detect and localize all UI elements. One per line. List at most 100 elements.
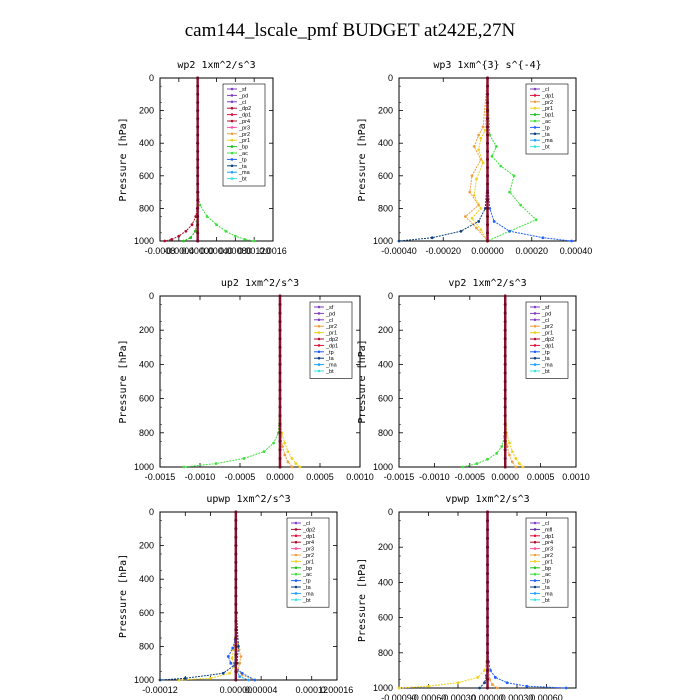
legend-marker	[230, 113, 234, 116]
legend-marker	[294, 553, 298, 557]
zero-profile-point	[196, 92, 200, 96]
x-tick-label: 0.00120	[238, 246, 271, 256]
data-point	[521, 465, 525, 469]
data-point	[488, 207, 492, 210]
zero-profile-point	[486, 545, 489, 549]
y-tick-label: 400	[378, 138, 393, 148]
legend-marker	[317, 363, 321, 366]
data-point	[205, 215, 209, 218]
legend-marker	[230, 138, 234, 142]
data-point	[495, 451, 499, 455]
zero-profile-point	[503, 380, 507, 383]
y-tick-label: 200	[139, 325, 154, 335]
zero-profile-point	[196, 149, 200, 153]
series-line	[398, 78, 488, 242]
legend-entry: _dp2	[541, 337, 554, 343]
x-tick-label: -0.00090	[381, 693, 417, 700]
zero-profile-point	[234, 518, 238, 522]
data-point	[486, 457, 489, 461]
legend-entry: _dp2	[325, 337, 338, 343]
data-point	[461, 465, 465, 469]
chart-panel-4: vp2 1xm^2/s^3 0 200 400 600 800 1000 Pressure […	[357, 278, 590, 482]
y-tick-label: 400	[139, 138, 154, 148]
legend-entry: _pd	[541, 311, 551, 317]
zero-profile-point	[486, 198, 489, 202]
zero-profile-point	[234, 535, 238, 539]
data-point	[158, 678, 162, 682]
data-point	[226, 655, 230, 658]
data-point	[475, 226, 478, 230]
legend-marker	[294, 540, 298, 544]
legend-marker	[230, 126, 234, 129]
data-point	[182, 239, 185, 243]
series-line	[159, 512, 239, 681]
y-tick-label: 200	[139, 541, 154, 551]
y-axis-label: Pressure [hPa]	[118, 554, 129, 638]
zero-profile-point	[503, 328, 507, 332]
zero-profile-point	[278, 431, 282, 435]
zero-profile-point	[486, 536, 489, 540]
zero-profile-point	[486, 125, 489, 129]
zero-profile-point	[486, 190, 489, 194]
legend-marker	[533, 363, 537, 366]
zero-profile-point	[234, 653, 238, 657]
legend-marker	[230, 170, 234, 174]
data-point	[489, 669, 492, 672]
legend-marker	[294, 528, 298, 531]
zero-profile-point	[486, 589, 489, 593]
y-tick-label: 600	[378, 613, 393, 623]
legend-marker	[533, 331, 537, 334]
data-point	[472, 145, 476, 148]
zero-profile-point	[503, 311, 507, 315]
data-point	[184, 229, 188, 233]
zero-profile-point	[486, 133, 489, 137]
legend-entry: _tp	[238, 157, 247, 163]
y-tick-label: 1000	[373, 236, 393, 246]
zero-profile-point	[234, 628, 238, 632]
zero-profile-point	[486, 633, 489, 637]
legend-entry: _ma	[238, 170, 251, 176]
legend-entry: _ma	[302, 591, 315, 597]
legend-entry: _tp	[325, 350, 334, 356]
zero-profile-point	[486, 519, 489, 523]
y-tick-label: 200	[378, 106, 393, 116]
zero-profile-point	[503, 431, 507, 435]
data-point	[427, 684, 430, 688]
legend-entry: _ma	[541, 363, 554, 369]
zero-profile-point	[486, 76, 489, 80]
y-tick-label: 1000	[134, 462, 154, 472]
legend-entry: _tp	[302, 579, 311, 585]
legend-entry: _dp1	[541, 343, 554, 349]
x-tick-label: 0.00030	[501, 693, 534, 700]
zero-profile-point	[196, 117, 200, 121]
zero-profile-point	[486, 206, 489, 210]
y-axis-label: Pressure [hPa]	[118, 117, 129, 201]
legend-marker	[317, 344, 321, 347]
zero-profile-point	[486, 92, 489, 96]
data-point	[499, 164, 503, 168]
legend-entry: _bp	[302, 566, 312, 572]
zero-profile-point	[486, 117, 489, 121]
legend-entry: _pr3	[302, 547, 314, 553]
legend-marker	[230, 87, 234, 91]
data-point	[481, 125, 485, 129]
zero-profile-point	[278, 380, 282, 383]
y-tick-label: 1000	[134, 236, 154, 246]
x-tick-label: 0.0005	[527, 472, 555, 482]
x-tick-label: -0.00030	[440, 693, 476, 700]
x-tick-label: 0.00000	[471, 693, 504, 700]
legend-box	[222, 83, 266, 187]
data-point	[483, 681, 486, 685]
zero-profile-point	[503, 414, 507, 418]
legend-marker	[294, 592, 298, 595]
legend-marker	[533, 534, 537, 538]
x-tick-label: -0.0015	[145, 472, 176, 482]
zero-profile-point	[486, 84, 489, 88]
legend-entry: _ma	[325, 363, 338, 369]
data-point	[430, 236, 434, 240]
legend-marker	[533, 312, 537, 315]
zero-profile-point	[196, 223, 200, 227]
zero-profile-point	[486, 598, 489, 602]
legend-entry: _pd	[238, 93, 248, 99]
x-tick-label: 0.00080	[219, 246, 252, 256]
